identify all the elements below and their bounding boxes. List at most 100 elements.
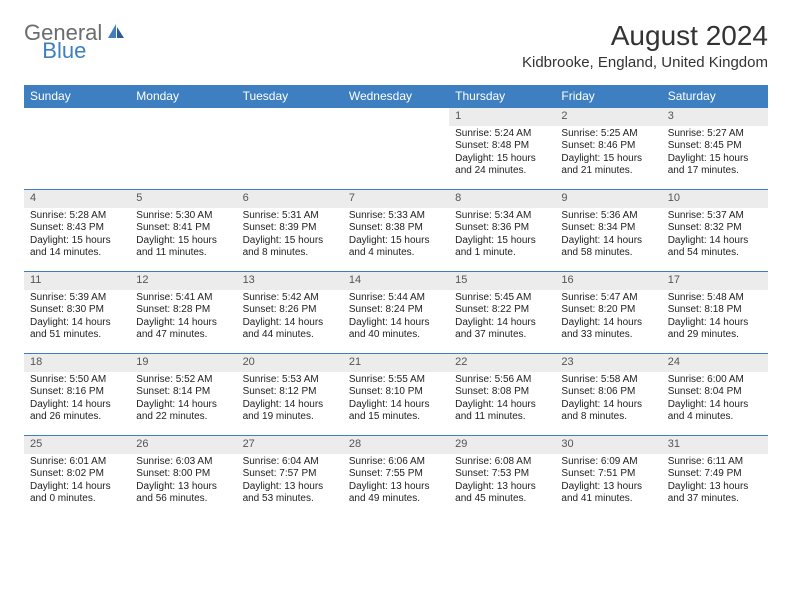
sunset-text: Sunset: 8:08 PM (455, 386, 549, 399)
sunrise-text: Sunrise: 6:01 AM (30, 456, 124, 469)
daylight-text: Daylight: 15 hours and 8 minutes. (243, 235, 337, 260)
day-info: Sunrise: 6:11 AMSunset: 7:49 PMDaylight:… (662, 454, 768, 510)
day-number: 15 (449, 272, 555, 290)
daylight-text: Daylight: 14 hours and 44 minutes. (243, 317, 337, 342)
logo: General Blue (24, 20, 172, 46)
calendar-blank-cell (343, 107, 449, 189)
logo-text-blue: Blue (42, 38, 86, 64)
sunset-text: Sunset: 8:30 PM (30, 304, 124, 317)
calendar-blank-cell (24, 107, 130, 189)
daylight-text: Daylight: 13 hours and 56 minutes. (136, 481, 230, 506)
day-number: 26 (130, 436, 236, 454)
day-info: Sunrise: 5:36 AMSunset: 8:34 PMDaylight:… (555, 208, 661, 264)
daylight-text: Daylight: 14 hours and 37 minutes. (455, 317, 549, 342)
sunrise-text: Sunrise: 5:58 AM (561, 374, 655, 387)
sunset-text: Sunset: 8:14 PM (136, 386, 230, 399)
sunrise-text: Sunrise: 5:28 AM (30, 210, 124, 223)
day-info: Sunrise: 5:30 AMSunset: 8:41 PMDaylight:… (130, 208, 236, 264)
sunset-text: Sunset: 7:49 PM (668, 468, 762, 481)
daylight-text: Daylight: 15 hours and 24 minutes. (455, 153, 549, 178)
calendar-day-cell: 15Sunrise: 5:45 AMSunset: 8:22 PMDayligh… (449, 271, 555, 353)
day-number: 5 (130, 190, 236, 208)
calendar-day-cell: 26 Sunrise: 6:03 AMSunset: 8:00 PMDayligh… (130, 435, 236, 517)
calendar-day-cell: 27Sunrise: 6:04 AMSunset: 7:57 PMDayligh… (237, 435, 343, 517)
sunrise-text: Sunrise: 5:53 AM (243, 374, 337, 387)
sunset-text: Sunset: 8:18 PM (668, 304, 762, 317)
sunrise-text: Sunrise: 5:37 AM (668, 210, 762, 223)
day-info: Sunrise: 5:31 AMSunset: 8:39 PMDaylight:… (237, 208, 343, 264)
sunrise-text: Sunrise: 6:08 AM (455, 456, 549, 469)
sunrise-text: Sunrise: 5:25 AM (561, 128, 655, 141)
day-info: Sunrise: 6:09 AMSunset: 7:51 PMDaylight:… (555, 454, 661, 510)
calendar-day-cell: 19Sunrise: 5:52 AMSunset: 8:14 PMDayligh… (130, 353, 236, 435)
calendar-day-cell: 3Sunrise: 5:27 AMSunset: 8:45 PMDaylight… (662, 107, 768, 189)
day-number: 24 (662, 354, 768, 372)
day-info: Sunrise: 5:53 AMSunset: 8:12 PMDaylight:… (237, 372, 343, 428)
sunset-text: Sunset: 7:53 PM (455, 468, 549, 481)
calendar-day-cell: 6Sunrise: 5:31 AMSunset: 8:39 PMDaylight… (237, 189, 343, 271)
calendar-day-cell: 29Sunrise: 6:08 AMSunset: 7:53 PMDayligh… (449, 435, 555, 517)
day-info: Sunrise: 5:45 AMSunset: 8:22 PMDaylight:… (449, 290, 555, 346)
day-info: Sunrise: 6:06 AMSunset: 7:55 PMDaylight:… (343, 454, 449, 510)
day-number: 29 (449, 436, 555, 454)
daylight-text: Daylight: 14 hours and 22 minutes. (136, 399, 230, 424)
day-number: 28 (343, 436, 449, 454)
daylight-text: Daylight: 14 hours and 33 minutes. (561, 317, 655, 342)
day-number: 16 (555, 272, 661, 290)
day-info: Sunrise: 5:58 AMSunset: 8:06 PMDaylight:… (555, 372, 661, 428)
sunset-text: Sunset: 8:43 PM (30, 222, 124, 235)
calendar-day-cell: 21Sunrise: 5:55 AMSunset: 8:10 PMDayligh… (343, 353, 449, 435)
daylight-text: Daylight: 14 hours and 8 minutes. (561, 399, 655, 424)
day-number: 2 (555, 108, 661, 126)
calendar-day-cell: 20Sunrise: 5:53 AMSunset: 8:12 PMDayligh… (237, 353, 343, 435)
weekday-header: Thursday (449, 85, 555, 107)
sunset-text: Sunset: 8:22 PM (455, 304, 549, 317)
day-number: 20 (237, 354, 343, 372)
weekday-header: Monday (130, 85, 236, 107)
day-number: 22 (449, 354, 555, 372)
location-text: Kidbrooke, England, United Kingdom (522, 54, 768, 71)
day-number: 7 (343, 190, 449, 208)
sunrise-text: Sunrise: 6:04 AM (243, 456, 337, 469)
sunset-text: Sunset: 8:34 PM (561, 222, 655, 235)
calendar-day-cell: 14Sunrise: 5:44 AMSunset: 8:24 PMDayligh… (343, 271, 449, 353)
sunrise-text: Sunrise: 5:41 AM (136, 292, 230, 305)
day-number: 19 (130, 354, 236, 372)
calendar-day-cell: 17Sunrise: 5:48 AMSunset: 8:18 PMDayligh… (662, 271, 768, 353)
sunrise-text: Sunrise: 5:44 AM (349, 292, 443, 305)
sunrise-text: Sunrise: 5:48 AM (668, 292, 762, 305)
daylight-text: Daylight: 14 hours and 4 minutes. (668, 399, 762, 424)
sunrise-text: Sunrise: 5:55 AM (349, 374, 443, 387)
daylight-text: Daylight: 15 hours and 14 minutes. (30, 235, 124, 260)
sunrise-text: Sunrise: 5:30 AM (136, 210, 230, 223)
sunrise-text: Sunrise: 5:34 AM (455, 210, 549, 223)
sunset-text: Sunset: 8:48 PM (455, 140, 549, 153)
day-info: Sunrise: 5:41 AMSunset: 8:28 PMDaylight:… (130, 290, 236, 346)
calendar-day-cell: 23Sunrise: 5:58 AMSunset: 8:06 PMDayligh… (555, 353, 661, 435)
daylight-text: Daylight: 14 hours and 15 minutes. (349, 399, 443, 424)
daylight-text: Daylight: 15 hours and 21 minutes. (561, 153, 655, 178)
daylight-text: Daylight: 13 hours and 49 minutes. (349, 481, 443, 506)
day-info: Sunrise: 6:00 AMSunset: 8:04 PMDaylight:… (662, 372, 768, 428)
sunset-text: Sunset: 8:06 PM (561, 386, 655, 399)
weekday-header: Saturday (662, 85, 768, 107)
sunset-text: Sunset: 8:00 PM (136, 468, 230, 481)
day-number: 11 (24, 272, 130, 290)
day-info: Sunrise: 5:50 AMSunset: 8:16 PMDaylight:… (24, 372, 130, 428)
daylight-text: Daylight: 14 hours and 51 minutes. (30, 317, 124, 342)
daylight-text: Daylight: 14 hours and 26 minutes. (30, 399, 124, 424)
sunrise-text: Sunrise: 6:00 AM (668, 374, 762, 387)
day-info: Sunrise: 5:44 AMSunset: 8:24 PMDaylight:… (343, 290, 449, 346)
weekday-header: Sunday (24, 85, 130, 107)
daylight-text: Daylight: 15 hours and 4 minutes. (349, 235, 443, 260)
sunrise-text: Sunrise: 5:42 AM (243, 292, 337, 305)
daylight-text: Daylight: 13 hours and 41 minutes. (561, 481, 655, 506)
sunset-text: Sunset: 7:51 PM (561, 468, 655, 481)
daylight-text: Daylight: 14 hours and 0 minutes. (30, 481, 124, 506)
calendar-body: 1Sunrise: 5:24 AMSunset: 8:48 PMDaylight… (24, 107, 768, 517)
sail-icon (106, 22, 126, 45)
sunrise-text: Sunrise: 5:50 AM (30, 374, 124, 387)
calendar-day-cell: 7Sunrise: 5:33 AMSunset: 8:38 PMDaylight… (343, 189, 449, 271)
sunrise-text: Sunrise: 6:03 AM (136, 456, 230, 469)
sunrise-text: Sunrise: 5:27 AM (668, 128, 762, 141)
